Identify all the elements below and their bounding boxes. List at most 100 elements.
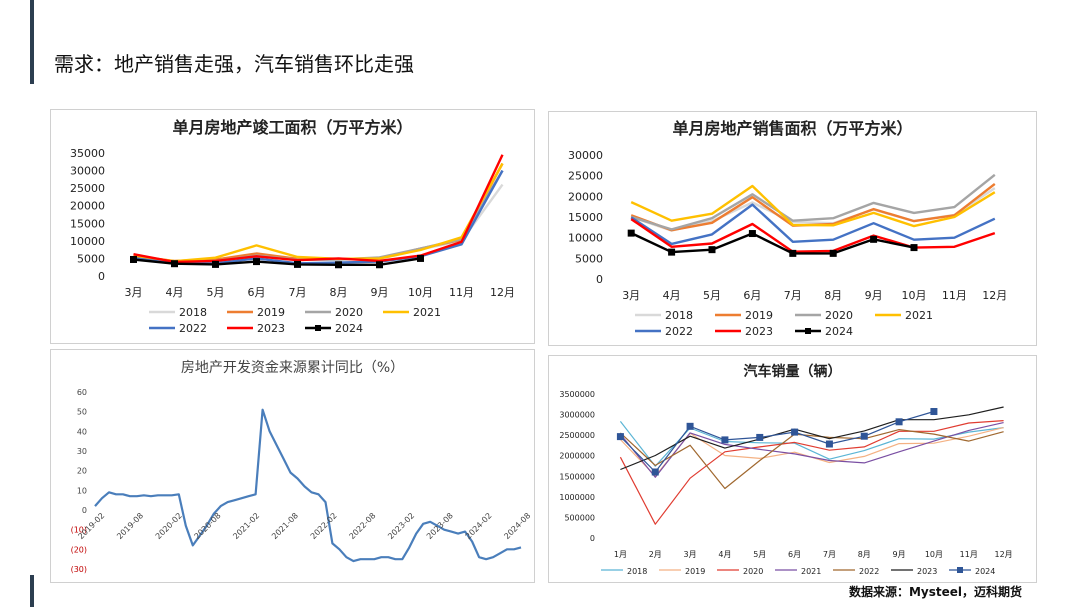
data-point-2024 xyxy=(791,428,799,436)
x-tick-label: 3月 xyxy=(125,286,143,299)
y-tick-label: 1000000 xyxy=(559,493,595,502)
bottom-accent-bar xyxy=(30,575,34,607)
legend-label-2020: 2020 xyxy=(743,567,763,576)
legend-label-2018: 2018 xyxy=(179,306,207,319)
data-point-2024 xyxy=(668,248,676,256)
y-tick-label: 5000 xyxy=(77,252,105,265)
chart-title: 单月房地产销售面积（万平方米） xyxy=(672,119,912,138)
series-line-2023 xyxy=(630,218,996,253)
x-tick-label: 6月 xyxy=(788,550,801,559)
x-tick-label: 11月 xyxy=(942,289,967,302)
data-point-2024 xyxy=(825,440,833,448)
x-tick-label: 2023-02 xyxy=(386,511,416,541)
y-tick-label: 30000 xyxy=(70,165,105,178)
series-line-2022 xyxy=(630,203,996,246)
legend-label-2024: 2024 xyxy=(975,567,995,576)
y-tick-label: (30) xyxy=(71,565,87,574)
y-tick-label: 0 xyxy=(82,506,87,515)
data-point-2024 xyxy=(335,261,342,269)
legend-label-2018: 2018 xyxy=(627,567,647,576)
legend-label-2022: 2022 xyxy=(859,567,879,576)
x-tick-label: 8月 xyxy=(824,289,842,302)
y-tick-label: 500000 xyxy=(564,513,595,522)
x-tick-label: 11月 xyxy=(449,286,474,299)
y-tick-label: 30000 xyxy=(568,149,603,162)
data-point-2024 xyxy=(376,261,383,269)
y-tick-label: 0 xyxy=(98,270,105,283)
x-tick-label: 10月 xyxy=(902,289,927,302)
data-point-2024 xyxy=(616,433,624,441)
page-title: 需求：地产销售走强，汽车销售环比走强 xyxy=(54,52,414,76)
legend-label-2023: 2023 xyxy=(917,567,937,576)
data-point-2024 xyxy=(748,230,756,238)
series-line-2023 xyxy=(620,406,1004,471)
x-tick-label: 8月 xyxy=(858,550,871,559)
x-tick-label: 2019-08 xyxy=(115,511,145,541)
series-line-2024 xyxy=(630,232,915,255)
data-point-2024 xyxy=(253,258,260,266)
y-tick-label: 3500000 xyxy=(559,390,595,399)
legend-label-2020: 2020 xyxy=(825,309,853,322)
x-tick-label: 5月 xyxy=(753,550,766,559)
autos-chart-panel: 汽车销量（辆） 0 500000 1000000 1500000 2000000 25000… xyxy=(548,355,1037,583)
data-point-2024 xyxy=(212,260,219,268)
x-tick-label: 6月 xyxy=(248,286,266,299)
funding-chart: 房地产开发资金来源累计同比（%） 60 50 40 30 20 10 0 (10) (20) (30… xyxy=(71,360,533,574)
data-point-2024 xyxy=(294,260,301,268)
y-tick-label: 30 xyxy=(77,447,87,456)
y-tick-label: (10) xyxy=(71,526,87,535)
x-tick-label: 9月 xyxy=(865,289,883,302)
y-tick-label: 25000 xyxy=(70,182,105,195)
series-line-2021 xyxy=(630,184,996,228)
legend-label-2020: 2020 xyxy=(335,306,363,319)
data-point-2024 xyxy=(860,432,868,440)
chart-title: 汽车销量（辆） xyxy=(744,363,842,380)
series-line-2020 xyxy=(630,173,996,231)
x-tick-label: 4月 xyxy=(718,550,731,559)
top-accent-bar xyxy=(30,0,34,84)
legend-label-2022: 2022 xyxy=(179,322,207,335)
x-tick-label: 2023-08 xyxy=(425,511,455,541)
legend-label-2021: 2021 xyxy=(801,567,821,576)
x-tick-label: 2021-02 xyxy=(231,511,261,541)
y-tick-label: 20000 xyxy=(70,200,105,213)
data-point-2024 xyxy=(171,260,178,268)
data-point-2024 xyxy=(721,436,729,444)
legend-label-2022: 2022 xyxy=(665,325,693,338)
data-point-2024 xyxy=(930,408,938,416)
x-tick-label: 12月 xyxy=(994,550,1012,559)
x-tick-label: 12月 xyxy=(490,286,515,299)
y-tick-label: 3000000 xyxy=(559,411,595,420)
chart-title: 房地产开发资金来源累计同比（%） xyxy=(181,360,404,376)
completion-chart: 单月房地产竣工面积（万平方米） 0 5000 10000 15000 20000 25000… xyxy=(70,118,515,335)
data-point-2024 xyxy=(651,468,659,476)
legend-label-2019: 2019 xyxy=(685,567,705,576)
sales-chart-panel: 单月房地产销售面积（万平方米） 0 5000 10000 15000 20000 25000… xyxy=(548,111,1037,346)
y-tick-label: 10 xyxy=(77,486,87,495)
series-line-2021 xyxy=(133,162,504,263)
y-tick-label: 15000 xyxy=(70,217,105,230)
legend-marker-2024 xyxy=(957,567,963,573)
legend-label-2024: 2024 xyxy=(335,322,363,335)
x-tick-label: 2月 xyxy=(649,550,662,559)
series-line-2021 xyxy=(619,422,1004,478)
y-tick-label: 0 xyxy=(590,534,595,543)
x-tick-label: 7月 xyxy=(823,550,836,559)
y-tick-label: 2500000 xyxy=(559,431,595,440)
x-tick-label: 11月 xyxy=(960,550,978,559)
series-line-2023 xyxy=(133,154,504,264)
data-point-2024 xyxy=(130,255,137,263)
data-point-2024 xyxy=(756,433,764,441)
series-line-2022 xyxy=(619,429,1004,490)
funding-chart-panel: 房地产开发资金来源累计同比（%） 60 50 40 30 20 10 0 (10) (20) (30… xyxy=(50,349,535,583)
legend-label-2021: 2021 xyxy=(413,306,441,319)
legend-label-2023: 2023 xyxy=(257,322,285,335)
y-tick-label: 25000 xyxy=(568,170,603,183)
legend-label-2024: 2024 xyxy=(825,325,853,338)
x-tick-label: 2020-02 xyxy=(154,511,184,541)
x-tick-label: 3月 xyxy=(684,550,697,559)
x-tick-label: 9月 xyxy=(893,550,906,559)
x-tick-label: 4月 xyxy=(663,289,681,302)
chart-title: 单月房地产竣工面积（万平方米） xyxy=(172,118,412,137)
data-point-2024 xyxy=(627,229,635,237)
